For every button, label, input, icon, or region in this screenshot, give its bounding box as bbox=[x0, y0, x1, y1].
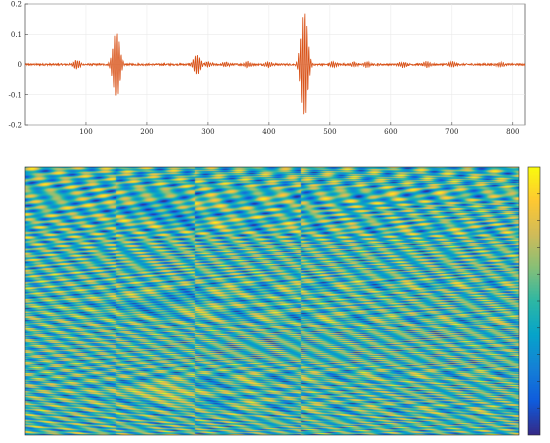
heatmap-image bbox=[25, 167, 519, 435]
signal-series-line bbox=[25, 13, 525, 115]
heatmap-chart bbox=[24, 166, 541, 436]
line-chart-ticks: 100 200 300 400 500 600 700 800 -0.2 -0.1 0 0.1 0.2 bbox=[9, 1, 520, 137]
x-tick-label: 500 bbox=[323, 128, 336, 136]
x-tick-label: 200 bbox=[140, 128, 153, 136]
y-tick-label: 0.1 bbox=[11, 31, 22, 39]
y-tick-label: 0.2 bbox=[11, 1, 22, 9]
x-tick-label: 600 bbox=[384, 128, 397, 136]
y-tick-label: -0.1 bbox=[9, 91, 23, 99]
line-chart: 100 200 300 400 500 600 700 800 -0.2 -0.1 0 0.1 0.2 bbox=[9, 1, 526, 137]
x-tick-label: 300 bbox=[201, 128, 214, 136]
x-tick-label: 800 bbox=[506, 128, 519, 136]
x-tick-label: 700 bbox=[445, 128, 458, 136]
line-chart-grid bbox=[25, 3, 525, 126]
x-tick-label: 100 bbox=[79, 128, 92, 136]
colorbar-ticks bbox=[537, 193, 540, 409]
x-tick-label: 400 bbox=[262, 128, 275, 136]
y-tick-label: 0 bbox=[18, 61, 22, 69]
heatmap-axes-box bbox=[24, 166, 520, 436]
colorbar bbox=[528, 167, 540, 435]
y-tick-label: -0.2 bbox=[9, 122, 23, 130]
